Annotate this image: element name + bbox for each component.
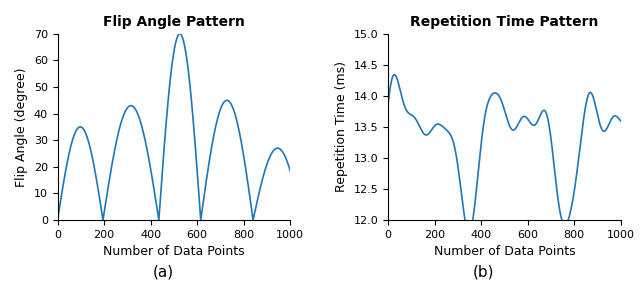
X-axis label: Number of Data Points: Number of Data Points (103, 245, 244, 258)
Text: (b): (b) (472, 264, 494, 279)
Y-axis label: Flip Angle (degree): Flip Angle (degree) (15, 67, 28, 187)
X-axis label: Number of Data Points: Number of Data Points (434, 245, 575, 258)
Title: Repetition Time Pattern: Repetition Time Pattern (410, 14, 598, 28)
Text: (a): (a) (152, 264, 174, 279)
Y-axis label: Repetition Time (ms): Repetition Time (ms) (335, 61, 348, 192)
Title: Flip Angle Pattern: Flip Angle Pattern (103, 14, 245, 28)
